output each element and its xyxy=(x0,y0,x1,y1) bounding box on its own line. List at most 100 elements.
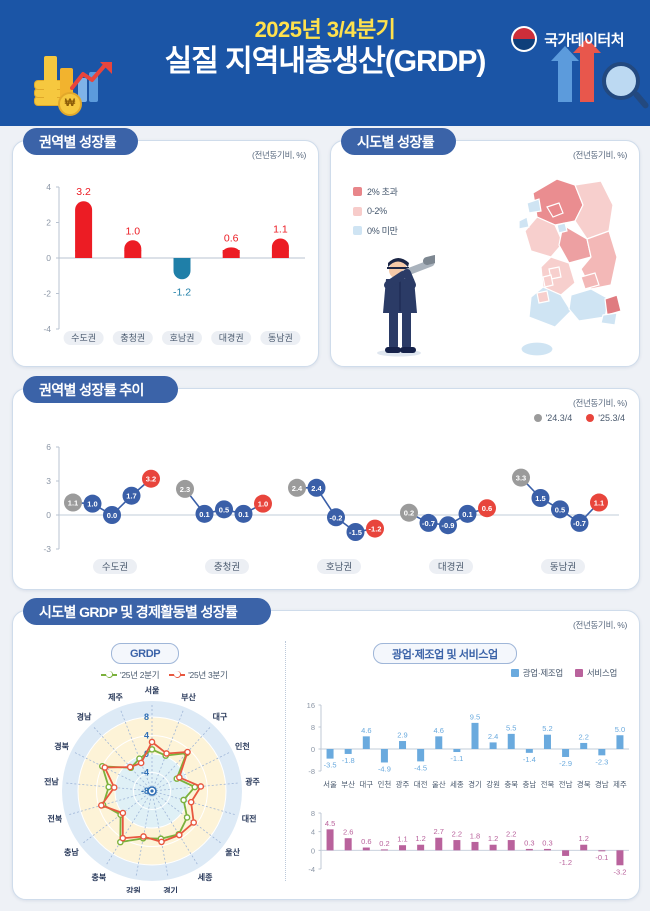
svg-text:3.2: 3.2 xyxy=(76,186,91,198)
svg-text:1.1: 1.1 xyxy=(594,499,604,508)
svg-text:경기: 경기 xyxy=(468,779,482,789)
svg-text:-4: -4 xyxy=(43,324,51,334)
svg-text:대전: 대전 xyxy=(414,779,428,789)
industry-legend-item-1: 서비스업 xyxy=(574,667,617,679)
regional-growth-chart: -4 -2 0 2 4 3.2 수도권 1.0 충청권 -1.2 호남권 0.6 대경권 1.1 동남권 xyxy=(43,182,305,345)
svg-text:1.2: 1.2 xyxy=(578,834,588,843)
svg-text:전남: 전남 xyxy=(44,777,59,787)
legend-label-prev-year: '24.3/4 xyxy=(545,413,573,423)
svg-text:강원: 강원 xyxy=(126,885,141,893)
svg-text:-1.1: -1.1 xyxy=(450,754,463,763)
regional-trend-unit: (전년동기비, %) xyxy=(572,398,627,408)
won-coin-icon: ₩ xyxy=(58,92,82,116)
svg-text:0.5: 0.5 xyxy=(219,505,229,514)
svg-text:0.0: 0.0 xyxy=(107,511,117,520)
svg-text:-2.9: -2.9 xyxy=(559,759,572,768)
map-region-incheon xyxy=(526,198,542,214)
map-region-busan xyxy=(600,312,618,326)
svg-text:0.5: 0.5 xyxy=(555,505,565,514)
svg-text:수도권: 수도권 xyxy=(71,332,96,343)
svg-text:부산: 부산 xyxy=(341,779,355,789)
svg-text:2.4: 2.4 xyxy=(292,484,303,493)
legend-label-q2: '25년 2분기 xyxy=(120,670,160,680)
radar-legend-item-1: '25년 3분기 xyxy=(169,669,228,681)
svg-text:충청권: 충청권 xyxy=(214,561,240,573)
svg-text:서울: 서울 xyxy=(323,780,337,789)
svg-text:4: 4 xyxy=(144,731,149,741)
svg-text:울산: 울산 xyxy=(432,779,446,789)
map-region-jeju xyxy=(520,341,554,357)
svg-text:-2: -2 xyxy=(43,289,51,299)
svg-text:0: 0 xyxy=(46,253,51,263)
organization-name: 국가데이터처 xyxy=(544,31,624,49)
svg-text:-8: -8 xyxy=(141,786,149,796)
svg-text:1.2: 1.2 xyxy=(415,834,425,843)
svg-text:동남권: 동남권 xyxy=(268,332,293,343)
page-title: 실질 지역내총생산(GRDP) xyxy=(164,45,487,79)
svg-text:2.2: 2.2 xyxy=(452,830,462,839)
map-region-seoul xyxy=(546,202,564,218)
svg-text:-3.5: -3.5 xyxy=(324,761,337,770)
svg-text:제주: 제주 xyxy=(613,780,627,789)
svg-text:충남: 충남 xyxy=(522,780,536,789)
svg-text:-4: -4 xyxy=(308,865,315,874)
legend-swatch-service xyxy=(574,669,583,677)
svg-text:전북: 전북 xyxy=(541,779,555,789)
telescope-person-illustration xyxy=(377,255,435,357)
svg-text:3.2: 3.2 xyxy=(146,475,156,484)
svg-text:-0.9: -0.9 xyxy=(442,521,455,530)
taegeuk-icon xyxy=(511,26,538,52)
svg-text:2.9: 2.9 xyxy=(397,731,407,740)
svg-text:1.0: 1.0 xyxy=(125,225,140,237)
svg-text:2.4: 2.4 xyxy=(488,732,498,741)
svg-text:-4.9: -4.9 xyxy=(378,764,391,773)
province-growth-map-card: 시도별 성장률 (전년동기비, %) 2% 초과 0-2% 0% 미만 xyxy=(330,128,640,367)
legend-line-q2 xyxy=(101,671,117,679)
legend-label-under0: 0% 미만 xyxy=(367,226,398,236)
svg-text:충북: 충북 xyxy=(91,872,106,882)
grdp-radar-chart: 서울부산대구인천광주대전울산세종경기강원충북충남전북전남경북경남제주840-4-… xyxy=(44,685,260,893)
header-bar-4 xyxy=(89,72,98,102)
svg-text:-0.2: -0.2 xyxy=(330,513,343,522)
map-region-island-1 xyxy=(518,216,530,230)
svg-text:8: 8 xyxy=(311,809,315,818)
industry-legend-item-0: 광업·제조업 xyxy=(510,667,563,679)
svg-text:1.5: 1.5 xyxy=(535,494,545,503)
map-region-gangwon xyxy=(574,180,614,240)
svg-text:4.6: 4.6 xyxy=(361,726,371,735)
services-chart: -4 0 4 8 4.5 2.6 0.6 0.2 1.1 1.2 2.7 2.2 1.8 1.2 2.2 0.… xyxy=(308,809,629,876)
svg-text:3: 3 xyxy=(46,476,51,486)
trend-legend-item-0: '24.3/4 xyxy=(533,413,573,423)
province-growth-unit: (전년동기비, %) xyxy=(572,150,627,160)
svg-text:대전: 대전 xyxy=(242,814,257,824)
regional-trend-card: 권역별 성장률 추이 (전년동기비, %) '24.3/4 '25.3/4 -3… xyxy=(12,376,640,590)
svg-text:충남: 충남 xyxy=(64,847,79,857)
svg-text:-8: -8 xyxy=(308,767,315,776)
svg-text:광주: 광주 xyxy=(396,779,410,789)
map-legend-item-0: 2% 초과 xyxy=(353,185,398,198)
svg-text:8: 8 xyxy=(311,723,315,732)
svg-text:0.6: 0.6 xyxy=(224,232,239,244)
svg-text:4: 4 xyxy=(311,828,315,837)
svg-text:수도권: 수도권 xyxy=(102,561,128,573)
section-divider xyxy=(285,641,286,881)
svg-text:-3: -3 xyxy=(43,544,51,554)
growth-arrow-icon xyxy=(70,62,112,90)
legend-label-mining: 광업·제조업 xyxy=(522,668,563,678)
legend-label-service: 서비스업 xyxy=(586,668,617,678)
regional-growth-card: 권역별 성장률 (전년동기비, %) -4 -2 0 2 4 3.2 수도권 1.0 충청권 -1… xyxy=(12,128,319,367)
svg-text:대경권: 대경권 xyxy=(438,561,464,573)
svg-text:2.6: 2.6 xyxy=(343,828,353,837)
grdp-subtitle: GRDP xyxy=(111,643,180,664)
map-region-gwangju xyxy=(536,290,550,304)
svg-text:충청권: 충청권 xyxy=(120,332,145,343)
svg-text:6: 6 xyxy=(46,442,51,452)
svg-text:경기: 경기 xyxy=(163,885,178,893)
svg-text:-0.1: -0.1 xyxy=(595,853,608,862)
map-region-jeonnam xyxy=(528,286,572,328)
svg-text:강원: 강원 xyxy=(486,779,500,789)
svg-text:-1.2: -1.2 xyxy=(173,286,191,298)
legend-swatch-over2 xyxy=(353,187,362,196)
legend-dot-current-year xyxy=(586,414,595,422)
